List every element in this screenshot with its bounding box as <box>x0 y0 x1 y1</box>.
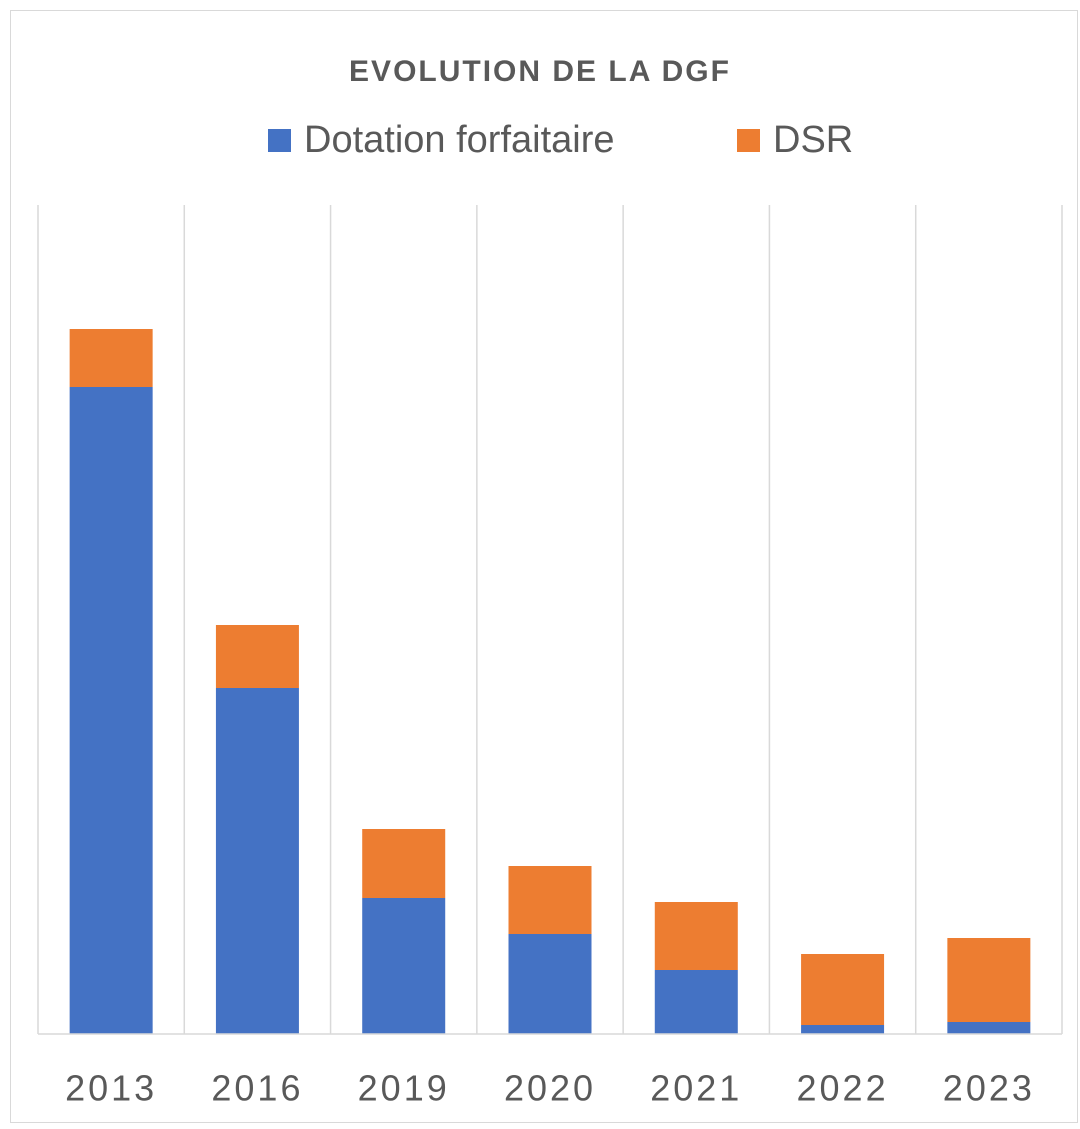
chart-title: EVOLUTION DE LA DGF <box>349 55 731 88</box>
bar-segment <box>215 625 299 688</box>
bar-segment <box>69 387 153 1034</box>
bar-segment <box>215 688 299 1034</box>
x-tick-label: 2020 <box>504 1068 596 1109</box>
bar-segment <box>69 329 153 387</box>
bar-segment <box>947 1022 1031 1034</box>
bar-segment <box>654 902 738 970</box>
x-tick-label: 2021 <box>650 1068 742 1109</box>
bar-segment <box>362 829 446 898</box>
x-tick-label: 2013 <box>65 1068 157 1109</box>
x-tick-label: 2022 <box>797 1068 889 1109</box>
bar-segment <box>362 898 446 1034</box>
legend-swatch <box>737 129 760 152</box>
bar-segment <box>801 1025 885 1034</box>
bar-segment <box>508 866 592 934</box>
legend-label: DSR <box>773 119 853 161</box>
bar-segment <box>508 934 592 1034</box>
x-tick-label: 2016 <box>211 1068 303 1109</box>
x-tick-label: 2019 <box>358 1068 450 1109</box>
legend-label: Dotation forfaitaire <box>304 119 615 161</box>
bar-segment <box>947 938 1031 1022</box>
bar-segment <box>801 954 885 1025</box>
bar-segment <box>654 970 738 1034</box>
legend-swatch <box>268 129 291 152</box>
x-tick-label: 2023 <box>943 1068 1035 1109</box>
